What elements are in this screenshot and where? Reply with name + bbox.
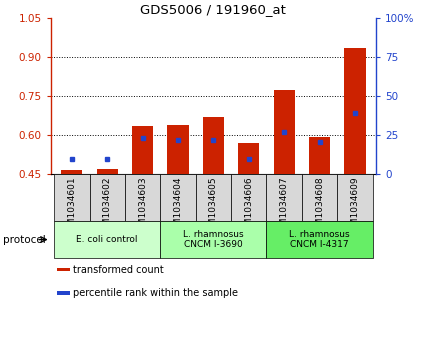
Text: GSM1034606: GSM1034606 [244, 176, 253, 237]
Text: GSM1034605: GSM1034605 [209, 176, 218, 237]
Text: GSM1034602: GSM1034602 [103, 176, 112, 237]
Bar [309, 136, 330, 174]
Bar [267, 174, 302, 221]
Bar [132, 126, 153, 174]
Bar [160, 174, 196, 221]
Text: L. rhamnosus
CNCM I-4317: L. rhamnosus CNCM I-4317 [289, 230, 350, 249]
Text: GSM1034607: GSM1034607 [280, 176, 289, 237]
Bar [345, 48, 366, 174]
Title: GDS5006 / 191960_at: GDS5006 / 191960_at [140, 3, 286, 16]
Text: GSM1034603: GSM1034603 [138, 176, 147, 237]
Text: GSM1034609: GSM1034609 [351, 176, 359, 237]
Bar [302, 174, 337, 221]
Bar [160, 221, 267, 258]
Bar [89, 174, 125, 221]
Bar [167, 125, 189, 174]
Text: E. coli control: E. coli control [77, 235, 138, 244]
Bar [231, 174, 267, 221]
Text: GSM1034608: GSM1034608 [315, 176, 324, 237]
Bar [203, 117, 224, 174]
Bar [274, 90, 295, 174]
Bar [97, 168, 118, 174]
Bar [61, 170, 82, 174]
Text: transformed count: transformed count [73, 265, 164, 274]
Bar [125, 174, 160, 221]
Bar [267, 221, 373, 258]
Bar [238, 143, 260, 174]
Text: GSM1034604: GSM1034604 [173, 176, 183, 237]
Bar [57, 268, 70, 272]
Bar [54, 221, 160, 258]
Text: protocol: protocol [4, 234, 46, 245]
Bar [57, 291, 70, 295]
Bar [54, 174, 89, 221]
Bar [196, 174, 231, 221]
Text: percentile rank within the sample: percentile rank within the sample [73, 288, 238, 298]
Text: L. rhamnosus
CNCM I-3690: L. rhamnosus CNCM I-3690 [183, 230, 244, 249]
Bar [337, 174, 373, 221]
Text: GSM1034601: GSM1034601 [67, 176, 76, 237]
